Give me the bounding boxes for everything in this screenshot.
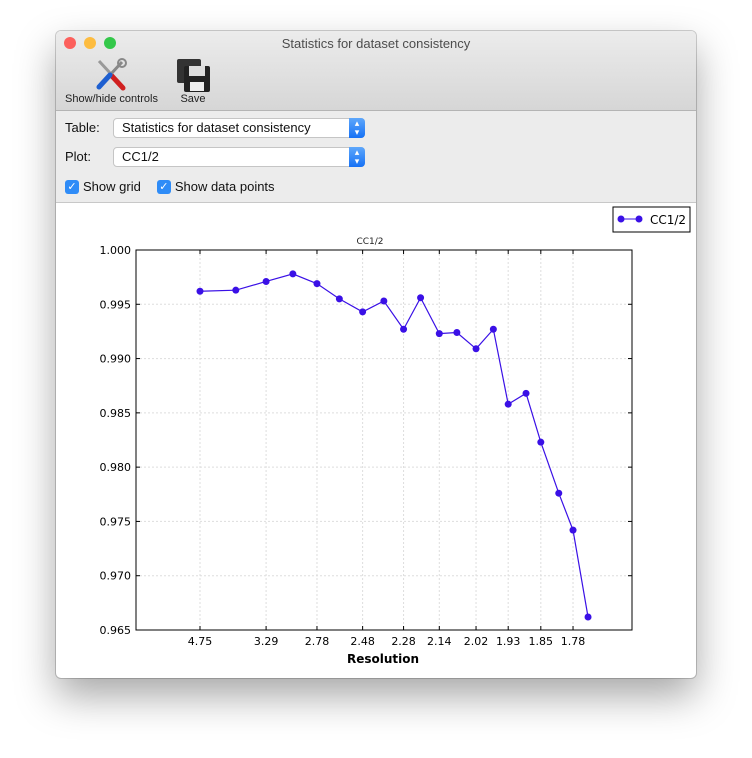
minimize-button[interactable] [84,37,96,49]
y-tick-label: 0.980 [100,461,132,474]
plot-label: Plot: [65,149,92,164]
data-point [537,438,545,446]
show-data-points-checkbox[interactable]: ✓ [156,179,171,194]
y-tick-label: 0.970 [100,570,132,583]
show-grid-label: Show grid [83,179,141,194]
data-point [555,489,563,497]
chart: CC1/2 Resolution 1.000 0.995 0.990 0.985 0.9… [100,206,691,666]
plot-select-value: CC1/2 [122,149,159,164]
series-line [199,273,589,618]
chevron-up-down-icon: ▴ ▾ [349,147,365,167]
legend-marker [635,215,643,223]
data-point [262,277,270,285]
title-bar: Statistics for dataset consistency Show/… [56,31,696,111]
x-tick-label: 1.85 [529,635,554,648]
x-tick-label: 2.14 [427,635,452,648]
x-tick-label: 2.28 [391,635,416,648]
x-tick-label: 2.02 [464,635,489,648]
save-button[interactable]: Save [175,57,211,105]
data-point [313,280,321,288]
data-point [417,294,425,302]
data-point [584,613,592,621]
x-axis-label: Resolution [347,652,419,666]
data-point [196,287,204,295]
y-tick-label: 0.990 [100,353,132,366]
data-point [472,345,480,353]
chevron-up-down-icon: ▴ ▾ [349,118,365,138]
chart-title: CC1/2 [356,237,383,247]
window: Statistics for dataset consistency Show/… [56,31,696,678]
x-tick-label: 2.78 [305,635,330,648]
show-hide-controls-button[interactable]: Show/hide controls [65,57,158,105]
close-button[interactable] [64,37,76,49]
table-select-value: Statistics for dataset consistency [122,120,311,135]
data-point [504,400,512,408]
data-point [335,295,343,303]
y-tick-label: 0.985 [100,407,132,420]
data-point [359,308,367,316]
plot-frame [135,249,633,631]
y-tick-label: 0.965 [100,624,132,637]
save-label: Save [180,93,206,105]
x-tick-label: 1.93 [496,635,520,648]
x-tick-label: 1.78 [561,635,586,648]
legend-marker [617,215,625,223]
x-tick-label: 2.48 [350,635,375,648]
y-tick-label: 0.995 [100,298,132,311]
table-select[interactable]: Statistics for dataset consistency ▴ ▾ [113,118,365,138]
plot-select[interactable]: CC1/2 ▴ ▾ [113,147,365,167]
data-point [569,526,577,534]
controls-panel: Table: Statistics for dataset consistenc… [56,111,696,203]
legend: CC1/2 [612,206,691,233]
show-data-points-label: Show data points [174,179,275,194]
legend-entry: CC1/2 [650,213,686,227]
data-point [400,325,408,333]
window-title: Statistics for dataset consistency [281,36,471,51]
table-label: Table: [65,120,100,135]
tools-icon [96,58,128,91]
x-tick-label: 4.75 [188,635,213,648]
show-hide-controls-label: Show/hide controls [65,93,158,105]
floppy-disk-icon [177,59,210,92]
data-point [489,325,497,333]
data-point [453,329,461,337]
data-point [232,286,240,294]
show-grid-checkbox[interactable]: ✓ [65,179,79,194]
data-point [289,270,297,278]
x-tick-label: 3.29 [254,635,279,648]
data-point [522,389,530,397]
data-point [435,330,443,338]
zoom-button[interactable] [104,37,116,49]
y-tick-label: 1.000 [100,244,132,257]
data-point [380,297,388,305]
y-tick-label: 0.975 [100,515,132,528]
